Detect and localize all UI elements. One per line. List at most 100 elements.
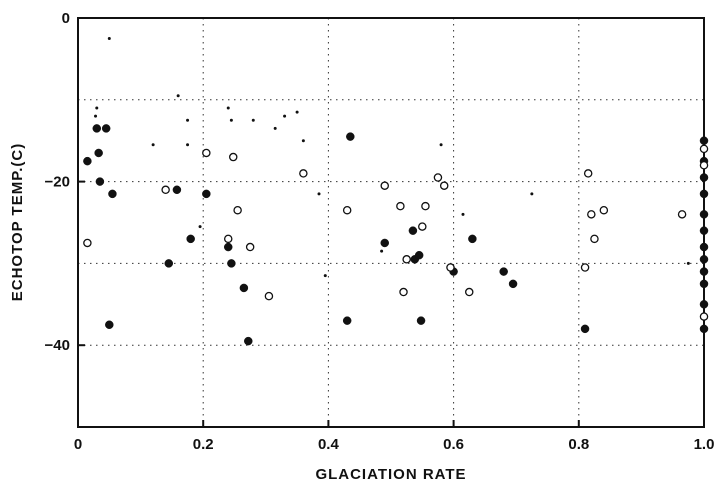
open-point xyxy=(677,210,687,219)
grid-lines xyxy=(78,18,705,427)
axis-ticks: 0 0.2 0.4 0.6 0.8 1.0 0 −20 −40 xyxy=(45,10,714,453)
y-axis-label: ECHOTOP TEMP.(C) xyxy=(9,143,26,302)
filled-point xyxy=(92,124,102,133)
small-dot-point xyxy=(95,106,99,110)
open-point xyxy=(699,144,709,154)
open-point xyxy=(233,205,242,215)
open-point xyxy=(699,312,709,321)
open-point xyxy=(299,169,308,178)
small-dot-point xyxy=(176,94,180,98)
small-dot-point xyxy=(323,274,327,278)
plot-frame xyxy=(77,17,705,428)
small-dot-point xyxy=(380,249,384,253)
filled-point xyxy=(101,124,111,133)
filled-point xyxy=(699,173,709,182)
open-point xyxy=(264,291,274,301)
open-point xyxy=(439,181,449,190)
x-tick-label: 0.6 xyxy=(443,436,464,453)
small-dot-point xyxy=(94,114,98,118)
open-point xyxy=(699,160,709,170)
filled-point xyxy=(699,300,709,309)
y-tick-label: 0 xyxy=(62,10,70,27)
filled-point xyxy=(227,259,236,268)
y-tick-label: −40 xyxy=(45,337,70,354)
y-tick-label: −20 xyxy=(45,174,70,191)
small-dot-point xyxy=(461,212,465,216)
small-dot-point xyxy=(439,143,443,147)
filled-point xyxy=(164,259,174,268)
open-point xyxy=(202,148,211,158)
x-tick-label: 0.8 xyxy=(568,436,589,453)
open-point xyxy=(446,263,455,272)
filled-point xyxy=(468,234,477,244)
filled-point xyxy=(699,226,709,235)
small-dot-point xyxy=(530,192,534,196)
x-axis-label: GLACIATION RATE xyxy=(315,466,466,483)
filled-point xyxy=(499,267,508,276)
open-point xyxy=(83,238,92,248)
small-dot-point xyxy=(226,106,230,110)
filled-point xyxy=(202,189,211,199)
filled-point xyxy=(699,189,709,199)
x-tick-label: 0 xyxy=(74,436,82,453)
open-point xyxy=(342,205,352,215)
filled-point xyxy=(83,156,92,166)
small-dot-point xyxy=(198,225,202,229)
filled-point xyxy=(244,336,253,346)
open-point xyxy=(587,210,596,219)
filled-point xyxy=(408,226,418,235)
open-point xyxy=(580,263,590,272)
open-point xyxy=(402,255,411,264)
filled-point xyxy=(239,283,249,293)
filled-point xyxy=(105,320,114,329)
filled-point xyxy=(414,250,424,260)
open-point xyxy=(396,201,405,211)
filled-point xyxy=(172,185,182,195)
filled-point xyxy=(342,316,352,325)
x-tick-label: 1.0 xyxy=(694,436,714,453)
open-point xyxy=(421,201,430,211)
filled-point xyxy=(416,316,426,325)
filled-point xyxy=(699,279,709,289)
filled-point xyxy=(380,238,389,248)
open-point xyxy=(161,185,170,195)
small-dot-point xyxy=(186,143,190,147)
open-point xyxy=(464,287,474,297)
open-point xyxy=(433,173,443,182)
filled-point xyxy=(108,189,117,199)
filled-point xyxy=(699,255,709,264)
filled-point xyxy=(95,177,105,186)
open-point xyxy=(228,152,238,162)
filled-point xyxy=(94,148,103,158)
open-point xyxy=(599,205,609,215)
filled-point xyxy=(346,132,355,141)
open-point xyxy=(223,234,233,244)
data-points xyxy=(83,36,709,346)
filled-point xyxy=(580,324,590,334)
open-point xyxy=(590,234,599,244)
filled-point xyxy=(699,242,709,252)
small-dot-point xyxy=(251,118,255,122)
small-dot-point xyxy=(151,143,155,147)
filled-point xyxy=(699,210,709,219)
open-point xyxy=(418,222,427,231)
small-dot-point xyxy=(301,139,305,143)
filled-point xyxy=(699,267,709,276)
filled-point xyxy=(699,324,709,334)
x-tick-label: 0.4 xyxy=(318,436,340,453)
small-dot-point xyxy=(186,118,190,122)
small-dot-point xyxy=(686,261,690,265)
open-point xyxy=(245,242,255,252)
filled-point xyxy=(508,279,518,289)
open-point xyxy=(380,181,389,190)
small-dot-point xyxy=(295,110,299,114)
small-dot-point xyxy=(229,118,233,122)
small-dot-point xyxy=(273,126,277,130)
filled-point xyxy=(223,242,233,252)
small-dot-point xyxy=(317,192,321,196)
open-point xyxy=(583,169,593,178)
x-tick-label: 0.2 xyxy=(193,436,214,453)
filled-point xyxy=(699,136,709,145)
small-dot-point xyxy=(283,114,287,118)
